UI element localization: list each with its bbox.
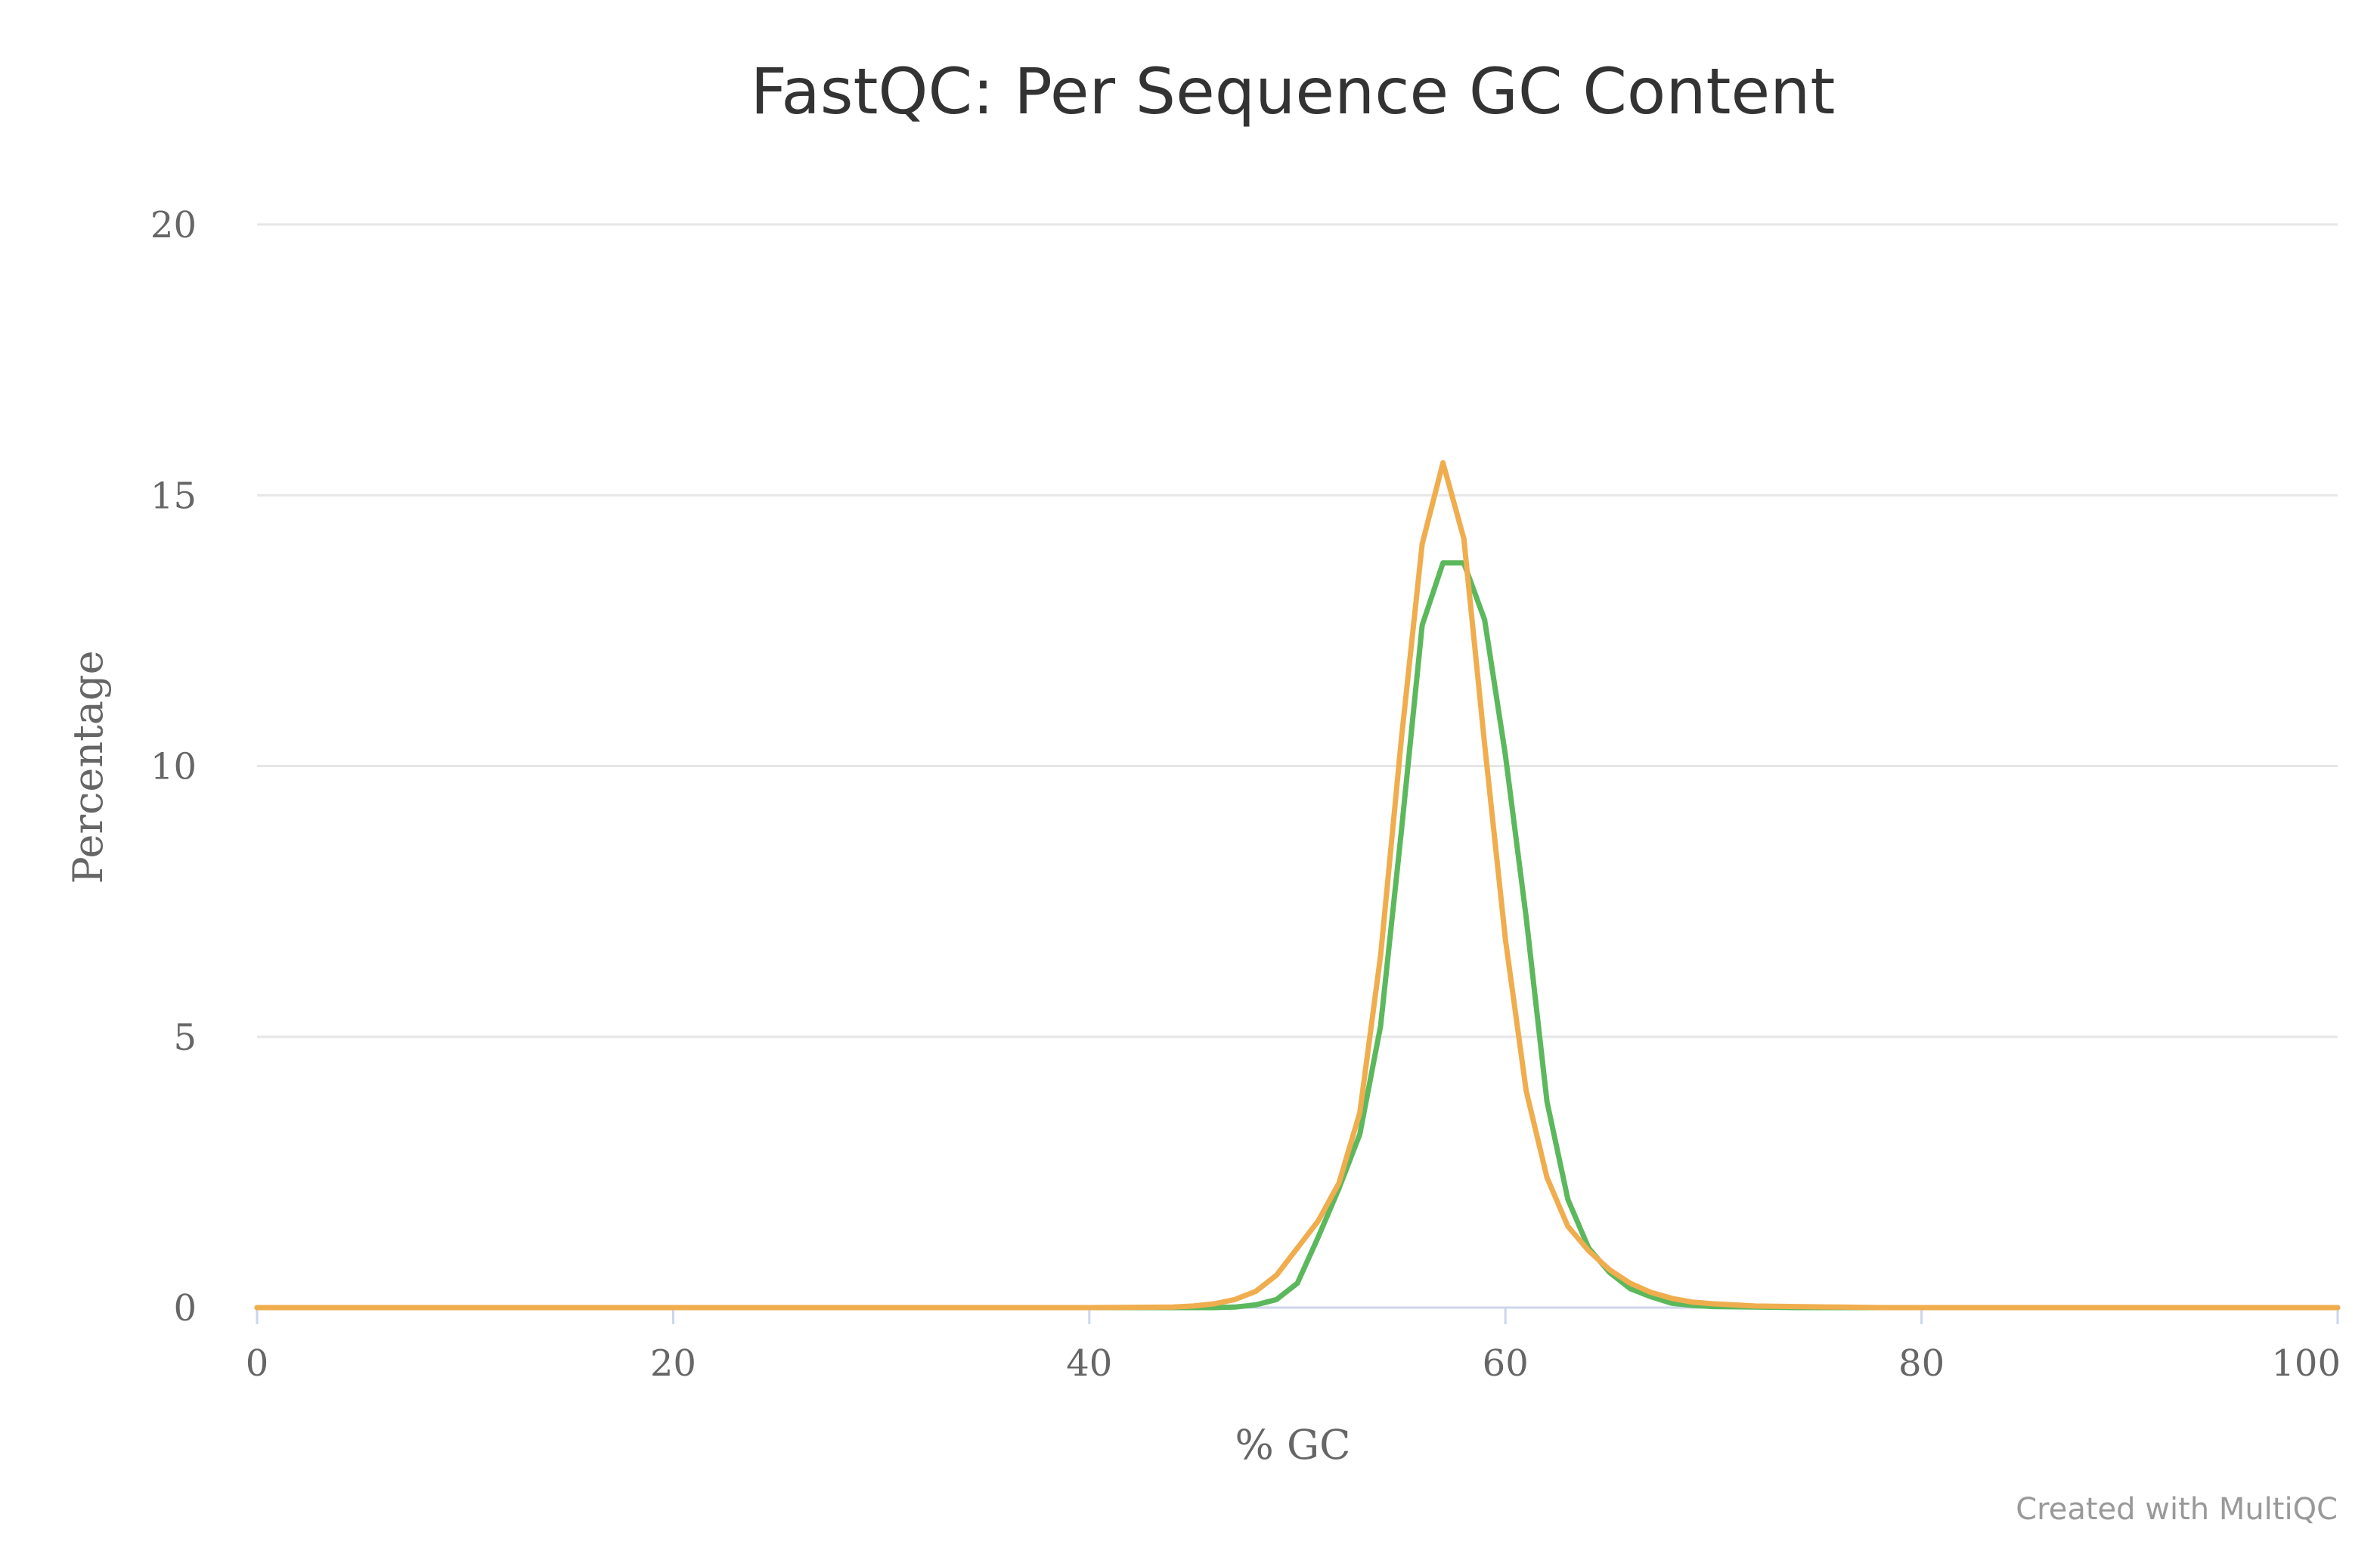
x-tick-label: 100 (2271, 1342, 2341, 1385)
x-tick-label: 0 (246, 1342, 269, 1385)
x-tick-label: 20 (650, 1342, 696, 1385)
y-tick-label: 15 (150, 475, 197, 517)
plot-area (254, 460, 2341, 1311)
y-tick-label: 20 (150, 204, 197, 246)
x-tick-label: 40 (1066, 1342, 1112, 1385)
gridlines (257, 223, 2338, 1039)
y-tick-label: 5 (173, 1017, 197, 1059)
tick-labels: 0 5 10 15 20 0 20 40 60 80 100 (150, 204, 2341, 1385)
x-tick-label: 60 (1483, 1342, 1529, 1385)
chart-title: FastQC: Per Sequence GC Content (751, 54, 1836, 128)
y-axis-title: Percentage (64, 650, 112, 884)
y-tick-label: 0 (173, 1287, 197, 1330)
y-tick-label: 10 (150, 746, 197, 788)
x-tick-label: 80 (1898, 1342, 1945, 1385)
series-line-2[interactable] (254, 460, 2341, 1311)
credit-text[interactable]: Created with MultiQC (2016, 1492, 2338, 1527)
x-axis-title: % GC (1235, 1421, 1351, 1469)
series-line-1[interactable] (254, 560, 2341, 1311)
